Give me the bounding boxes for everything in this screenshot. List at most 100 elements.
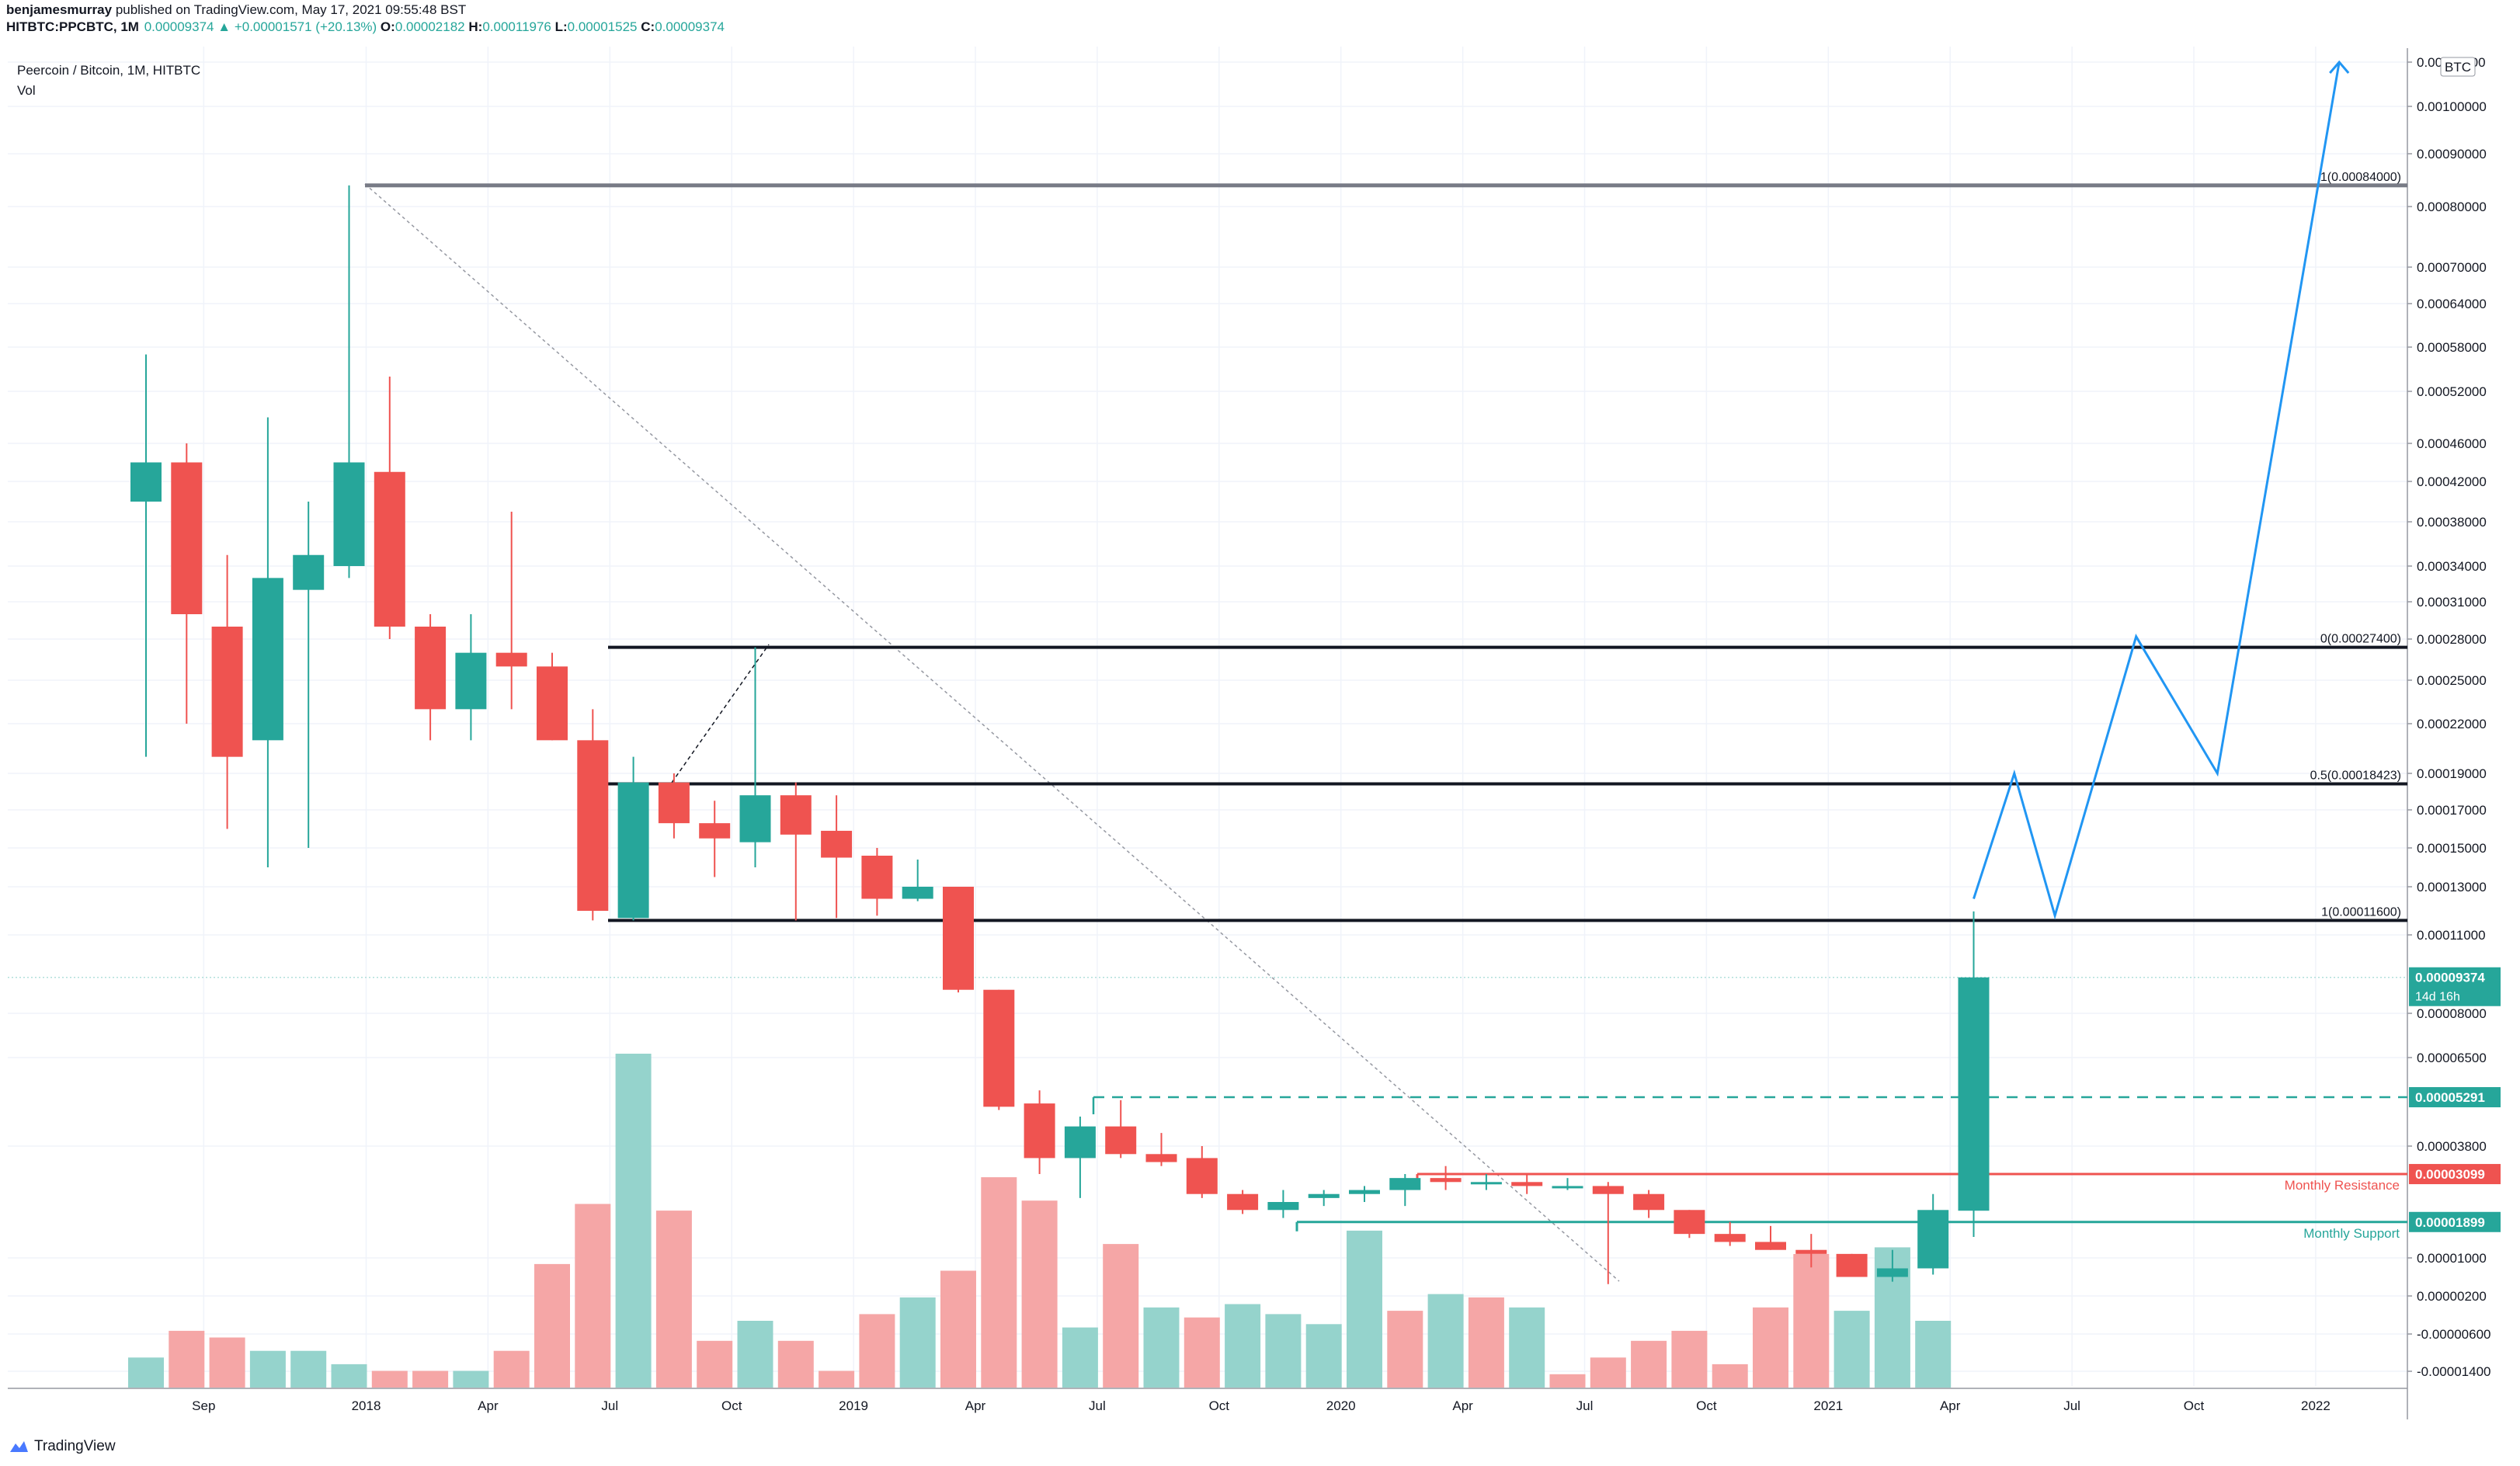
fib-level-label: 0.5(0.00018423) [2310, 769, 2401, 783]
volume-bar [1387, 1311, 1423, 1388]
volume-bar [249, 1350, 286, 1388]
volume-bar [331, 1364, 367, 1388]
x-axis-tick-label: Jul [1576, 1398, 1594, 1413]
candle-body [537, 666, 568, 741]
candle-body [1876, 1268, 1908, 1277]
candle-body [495, 652, 527, 667]
projection-arrowhead [2329, 60, 2350, 74]
volume-bar [1549, 1374, 1586, 1388]
x-axis-tick-label: Apr [478, 1398, 499, 1413]
volume-bar [493, 1350, 530, 1388]
candle-body [1755, 1242, 1786, 1250]
candle-body [333, 462, 365, 566]
candle-body [252, 578, 283, 741]
volume-bar [412, 1370, 449, 1388]
y-axis-tick-label: 0.00025000 [2417, 673, 2487, 688]
low-value: 0.00001525 [567, 19, 638, 34]
candle-body [211, 627, 243, 757]
y-axis-tick-label: 0.00080000 [2417, 200, 2487, 214]
monthly-support-label: Monthly Support [2303, 1226, 2400, 1241]
volume-bar [1631, 1340, 1667, 1388]
close-value: 0.00009374 [655, 19, 725, 34]
publisher-name[interactable]: benjamesmurray [6, 2, 113, 17]
candle-body [861, 856, 893, 899]
x-axis-tick-label: 2021 [1813, 1398, 1843, 1413]
fib-level-label: 1(0.00011600) [2321, 905, 2401, 919]
x-axis-tick-label: 2020 [1326, 1398, 1356, 1413]
candle-body [1349, 1190, 1380, 1194]
candle-body [1633, 1193, 1665, 1211]
candle-body [1145, 1154, 1177, 1162]
tradingview-logo[interactable]: TradingView [6, 1438, 116, 1455]
volume-bar [1347, 1230, 1382, 1388]
y-axis-tick-label: 0.00013000 [2417, 880, 2487, 895]
volume-bar [1021, 1200, 1058, 1388]
open-label: O: [380, 19, 395, 34]
candle-body [902, 887, 933, 899]
fib-level-label: 1(0.00084000) [2320, 171, 2401, 184]
projection-path [1973, 61, 2341, 920]
y-axis-tick-label: 0.00003800 [2417, 1139, 2487, 1154]
open-value: 0.00002182 [395, 19, 465, 34]
y-axis-tick-label: 0.00019000 [2417, 766, 2487, 781]
candle-body [415, 627, 447, 710]
volume-bar [737, 1321, 773, 1388]
y-axis-tick-label: 0.00090000 [2417, 147, 2487, 162]
fib-level-label: 0(0.00027400) [2320, 633, 2401, 646]
y-axis-tick-label: 0.00008000 [2417, 1006, 2487, 1021]
volume-bar [615, 1054, 652, 1388]
axis-unit-badge [2440, 57, 2476, 77]
x-axis-tick-label: Jul [2063, 1398, 2080, 1413]
last-price-tag-countdown: 14d 16h [2415, 991, 2460, 1004]
volume-bar [1590, 1357, 1626, 1388]
chart-legend: Peercoin / Bitcoin, 1M, HITBTC Vol [17, 61, 200, 101]
x-axis-tick-label: Apr [965, 1398, 986, 1413]
y-axis-tick-label: 0.00011000 [2417, 928, 2486, 943]
y-axis-tick-label: 0.00022000 [2417, 717, 2487, 731]
y-axis-tick-label: 0.00042000 [2417, 474, 2487, 489]
x-axis-tick-label: Sep [192, 1398, 215, 1413]
candle-body [1430, 1178, 1462, 1183]
monthly-resistance-tag-value: 0.00003099 [2415, 1167, 2485, 1182]
volume-bar [940, 1270, 976, 1388]
symbol-label: HITBTC:PPCBTC, 1M [6, 19, 139, 34]
volume-bar [169, 1330, 205, 1388]
y-axis-tick-label: 0.00006500 [2417, 1051, 2487, 1065]
candle-body [1795, 1249, 1827, 1254]
volume-bar [575, 1204, 611, 1388]
y-axis-tick-label: 0.00038000 [2417, 515, 2487, 530]
volume-bar [859, 1314, 895, 1388]
volume-bar [1184, 1317, 1220, 1388]
price-change: +0.00001571 (+20.13%) [234, 19, 377, 34]
x-axis-tick-label: Oct [1696, 1398, 1717, 1413]
candle-body [1227, 1193, 1259, 1211]
volume-bar [1509, 1307, 1545, 1388]
volume-bar [1793, 1254, 1830, 1388]
candle-body [1105, 1126, 1137, 1155]
high-value: 0.00011976 [482, 19, 551, 34]
volume-bar [1712, 1364, 1748, 1388]
y-axis-tick-label: -0.00001400 [2417, 1364, 2490, 1379]
y-axis-tick-label: 0.00064000 [2417, 297, 2487, 311]
volume-bar [1753, 1307, 1788, 1388]
x-axis-tick-label: 2018 [352, 1398, 381, 1413]
volume-bar [534, 1263, 570, 1388]
up-arrow-icon: ▲ [217, 19, 231, 34]
candle-body [1267, 1202, 1299, 1211]
volume-label[interactable]: Vol [17, 83, 36, 98]
y-axis-tick-label: 0.00000200 [2417, 1289, 2487, 1304]
y-axis-tick-label: 0.00034000 [2417, 559, 2487, 574]
candle-body [780, 795, 812, 835]
candle-body [1389, 1178, 1421, 1190]
candle-body [943, 887, 974, 990]
candle-body [739, 795, 771, 842]
tradingview-brand: TradingView [34, 1438, 116, 1454]
volume-bar [1468, 1297, 1504, 1388]
monthly-resistance-label: Monthly Resistance [2285, 1178, 2400, 1193]
published-text: published on TradingView.com, May 17, 20… [115, 2, 467, 17]
series-title[interactable]: Peercoin / Bitcoin, 1M, HITBTC [17, 63, 201, 78]
volume-bar [899, 1297, 936, 1388]
y-axis-tick-label: 0.00100000 [2417, 99, 2487, 114]
candle-body [658, 782, 690, 824]
